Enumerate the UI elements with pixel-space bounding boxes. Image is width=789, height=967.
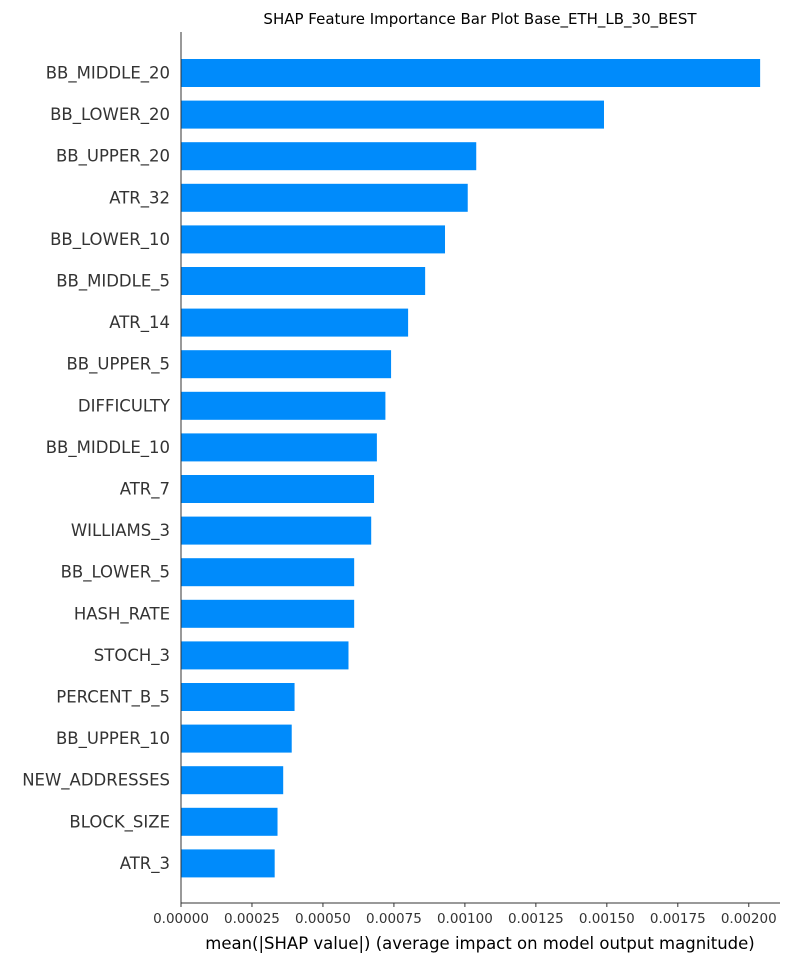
y-tick-label: BB_LOWER_20: [50, 105, 170, 125]
x-tick-label: 0.00050: [295, 911, 351, 927]
y-tick-label: BB_UPPER_10: [56, 729, 170, 749]
bar-percent-b-5: [181, 683, 295, 711]
bar-williams-3: [181, 516, 372, 545]
y-tick-label: BB_MIDDLE_5: [56, 272, 170, 292]
bar-bb-lower-10: [181, 225, 446, 254]
x-tick-label: 0.00025: [224, 911, 280, 927]
y-tick-label: BB_LOWER_10: [50, 230, 170, 250]
bar-bb-middle-5: [181, 267, 426, 295]
bar-hash-rate: [181, 599, 355, 628]
x-tick-label: 0.00000: [153, 911, 209, 927]
bar-bb-lower-20: [181, 100, 604, 129]
y-tick-label: ATR_32: [109, 188, 170, 208]
y-tick-label: HASH_RATE: [74, 604, 170, 624]
bar-block-size: [181, 807, 278, 836]
y-tick-label: DIFFICULTY: [78, 396, 171, 415]
x-tick-label: 0.00150: [579, 911, 635, 927]
y-tick-label: BLOCK_SIZE: [69, 812, 170, 832]
y-tick-label: WILLIAMS_3: [71, 521, 170, 541]
bar-bb-upper-10: [181, 724, 292, 753]
bar-atr-3: [181, 849, 275, 878]
x-tick-label: 0.00175: [650, 911, 706, 927]
bar-difficulty: [181, 391, 386, 420]
x-tick-label: 0.00125: [508, 911, 564, 927]
y-tick-label: NEW_ADDRESSES: [22, 771, 170, 791]
y-tick-label: PERCENT_B_5: [56, 688, 170, 708]
x-ticks: 0.00000 0.00025 0.00050 0.00075 0.00100 0.001…: [153, 903, 777, 927]
y-tick-label: BB_UPPER_20: [56, 147, 170, 167]
y-tick-label: BB_MIDDLE_20: [46, 64, 170, 84]
bar-bb-lower-5: [181, 558, 355, 587]
y-tick-label: STOCH_3: [94, 646, 170, 666]
x-tick-label: 0.00200: [721, 911, 777, 927]
y-tick-labels: BB_MIDDLE_20 BB_LOWER_20 BB_UPPER_20 ATR_32…: [22, 64, 171, 874]
bar-stoch-3: [181, 641, 349, 670]
x-tick-label: 0.00100: [437, 911, 493, 927]
x-axis-label: mean(|SHAP value|) (average impact on mo…: [205, 934, 755, 953]
bars-layer: [181, 59, 761, 878]
y-tick-label: BB_LOWER_5: [61, 563, 170, 583]
bar-atr-7: [181, 475, 375, 503]
y-tick-label: BB_MIDDLE_10: [46, 438, 170, 458]
bar-bb-middle-10: [181, 433, 377, 462]
bar-bb-upper-20: [181, 142, 477, 171]
y-tick-label: ATR_3: [120, 854, 170, 874]
y-tick-label: ATR_7: [120, 480, 170, 500]
y-tick-label: ATR_14: [109, 313, 170, 333]
bar-new-addresses: [181, 766, 284, 795]
bar-bb-upper-5: [181, 350, 392, 379]
bar-atr-32: [181, 183, 468, 212]
y-tick-label: BB_UPPER_5: [66, 355, 170, 375]
bar-atr-14: [181, 308, 409, 337]
bar-bb-middle-20: [181, 59, 761, 87]
x-tick-label: 0.00075: [366, 911, 422, 927]
chart-title: SHAP Feature Importance Bar Plot Base_ET…: [263, 10, 697, 29]
